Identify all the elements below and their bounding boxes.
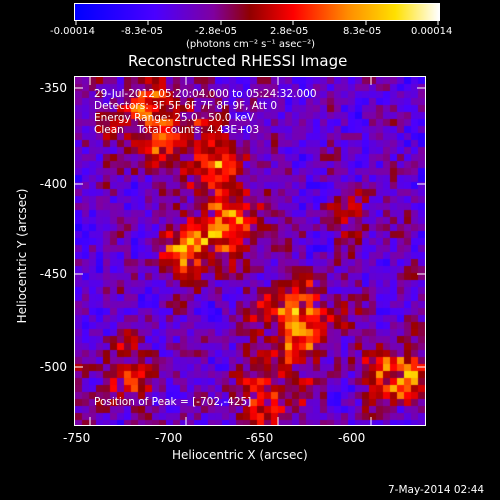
y-axis-label: Heliocentric Y (arcsec)	[15, 188, 29, 324]
x-axis-label: Heliocentric X (arcsec)	[172, 448, 308, 462]
y-tick-label: -500	[39, 360, 67, 374]
y-tick-label: -400	[39, 177, 67, 191]
x-tick-label: -700	[155, 431, 183, 445]
info-detectors: Detectors: 3F 5F 6F 7F 8F 9F, Att 0	[94, 100, 278, 112]
footer-timestamp: 7-May-2014 02:44	[388, 484, 485, 496]
colorbar-tick-marks	[75, 20, 439, 25]
colorbar	[74, 3, 440, 21]
rhessi-image	[75, 77, 425, 425]
colorbar-tick-0: -0.00014	[50, 26, 95, 37]
info-time-range: 29-Jul-2012 05:20:04.000 to 05:24:32.000	[94, 88, 317, 100]
colorbar-units: (photons cm⁻² s⁻¹ asec⁻²)	[186, 39, 316, 50]
x-tick-label: -600	[338, 431, 366, 445]
info-clean-counts: Clean Total counts: 4.43E+03	[94, 124, 260, 136]
image-plot	[74, 76, 426, 426]
y-tick-label: -450	[39, 267, 67, 281]
colorbar-tick-2: -2.8e-05	[195, 26, 237, 37]
peak-position-label: Position of Peak = [-702,-425]	[94, 396, 252, 408]
plot-title: Reconstructed RHESSI Image	[128, 52, 348, 70]
colorbar-tick-5: 0.00014	[411, 26, 453, 37]
colorbar-gradient	[75, 4, 439, 20]
y-tick-label: -350	[39, 81, 67, 95]
x-tick-label: -650	[246, 431, 274, 445]
x-tick-label: -750	[63, 431, 91, 445]
info-energy-range: Energy Range: 25.0 - 50.0 keV	[94, 112, 255, 124]
colorbar-tick-1: -8.3e-05	[121, 26, 163, 37]
colorbar-tick-3: 2.8e-05	[270, 26, 309, 37]
colorbar-tick-4: 8.3e-05	[343, 26, 382, 37]
